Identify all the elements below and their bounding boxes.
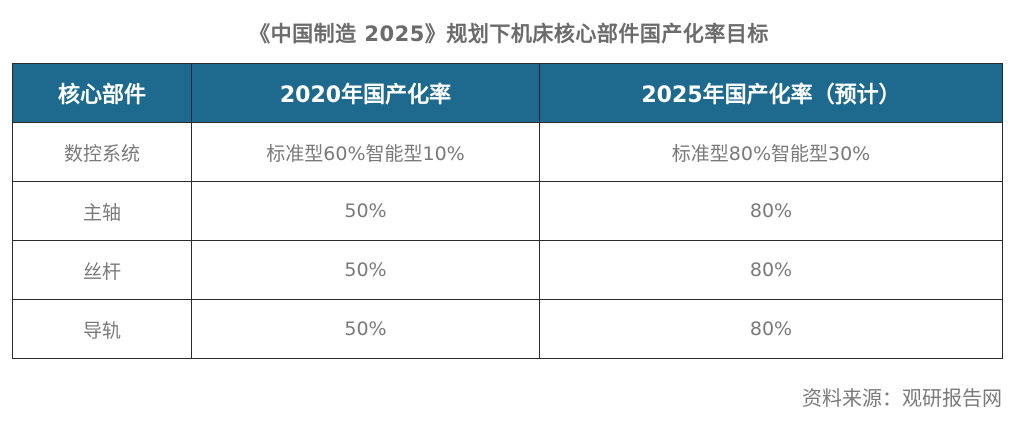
cell-component: 主轴: [12, 181, 192, 241]
table-row: 数控系统 标准型60%智能型10% 标准型80%智能型30%: [12, 122, 1003, 182]
cell-2025-rate: 80%: [539, 240, 1003, 300]
header-2020-rate: 2020年国产化率: [191, 63, 540, 123]
cell-2025-rate: 80%: [539, 181, 1003, 241]
table-row: 丝杆 50% 80%: [12, 240, 1003, 300]
table-header-row: 核心部件 2020年国产化率 2025年国产化率（预计）: [12, 63, 1003, 123]
cell-2025-rate: 80%: [539, 299, 1003, 359]
cell-2020-rate: 标准型60%智能型10%: [191, 122, 540, 182]
cell-component: 数控系统: [12, 122, 192, 182]
table-row: 导轨 50% 80%: [12, 299, 1003, 359]
cell-2020-rate: 50%: [191, 240, 540, 300]
cell-2020-rate: 50%: [191, 299, 540, 359]
cell-2020-rate: 50%: [191, 181, 540, 241]
header-core-component: 核心部件: [12, 63, 192, 123]
table-row: 主轴 50% 80%: [12, 181, 1003, 241]
localization-rate-table: 核心部件 2020年国产化率 2025年国产化率（预计） 数控系统 标准型60%…: [12, 63, 1003, 359]
cell-2025-rate: 标准型80%智能型30%: [539, 122, 1003, 182]
cell-component: 导轨: [12, 299, 192, 359]
cell-component: 丝杆: [12, 240, 192, 300]
header-2025-rate: 2025年国产化率（预计）: [539, 63, 1003, 123]
source-note: 资料来源：观研报告网: [802, 386, 1002, 410]
page-title: 《中国制造 2025》规划下机床核心部件国产化率目标: [249, 22, 769, 46]
